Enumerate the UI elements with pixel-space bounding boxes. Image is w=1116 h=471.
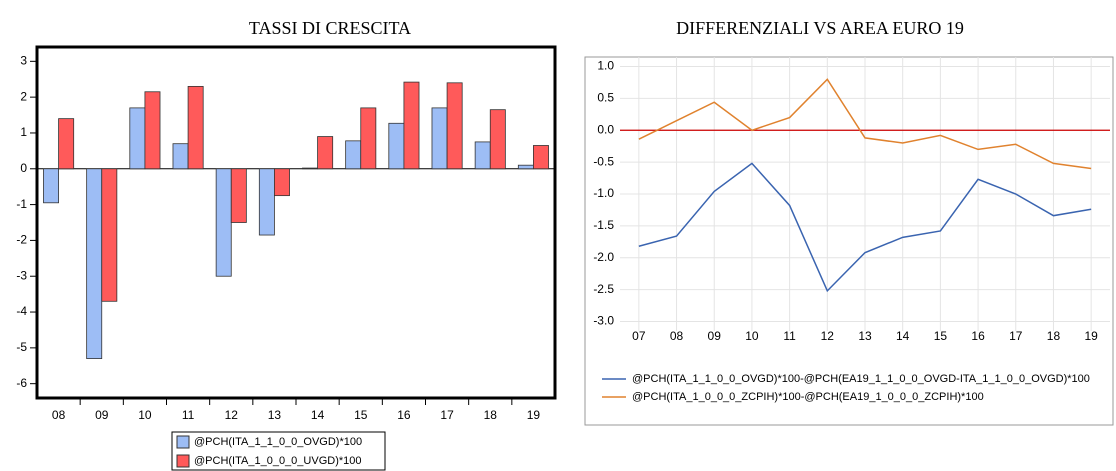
x-tick-label: 14 xyxy=(896,329,910,343)
bar xyxy=(446,82,463,170)
bar xyxy=(144,91,161,170)
x-tick-label: 12 xyxy=(225,408,239,422)
x-tick-label: 15 xyxy=(934,329,948,343)
x-tick-label: 16 xyxy=(971,329,985,343)
x-tick-label: 09 xyxy=(708,329,722,343)
bar xyxy=(403,81,420,170)
y-tick-label: -4 xyxy=(16,304,27,318)
y-tick-label: -1 xyxy=(16,197,27,211)
x-tick-label: 13 xyxy=(268,408,282,422)
x-tick-label: 10 xyxy=(745,329,759,343)
x-tick-label: 11 xyxy=(182,408,195,422)
bar xyxy=(517,164,534,170)
y-tick-label: 0.5 xyxy=(597,91,614,105)
x-tick-label: 08 xyxy=(52,408,66,422)
bar xyxy=(431,107,448,170)
y-tick-label: -1.0 xyxy=(593,186,614,200)
y-tick-label: -1.5 xyxy=(593,218,614,232)
bar xyxy=(215,168,232,277)
y-tick-label: -3 xyxy=(16,268,27,282)
bar xyxy=(101,168,118,302)
x-tick-label: 13 xyxy=(858,329,872,343)
y-tick-label: 0 xyxy=(20,161,27,175)
legend-label: @PCH(ITA_1_0_0_0_UVGD)*100 xyxy=(194,455,362,467)
bar xyxy=(474,141,491,170)
bar xyxy=(172,143,189,170)
x-tick-label: 19 xyxy=(527,408,541,422)
x-tick-label: 17 xyxy=(1009,329,1023,343)
y-tick-label: 1.0 xyxy=(597,59,614,73)
legend-label: @PCH(ITA_1_1_0_0_OVGD)*100-@PCH(EA19_1_1… xyxy=(632,373,1090,385)
bar xyxy=(388,122,405,170)
x-tick-label: 19 xyxy=(1084,329,1098,343)
series-line xyxy=(638,78,1092,170)
bar xyxy=(187,85,204,170)
x-tick-label: 17 xyxy=(440,408,454,422)
bar xyxy=(345,140,362,170)
legend-swatch xyxy=(176,435,190,449)
legend-label: @PCH(ITA_1_0_0_0_ZCPIH)*100-@PCH(EA19_1_… xyxy=(632,391,984,403)
x-tick-label: 07 xyxy=(632,329,646,343)
legend-label: @PCH(ITA_1_1_0_0_OVGD)*100 xyxy=(194,436,362,448)
y-tick-label: -2 xyxy=(16,233,27,247)
series-line xyxy=(638,162,1092,293)
x-tick-label: 18 xyxy=(1047,329,1061,343)
bar xyxy=(533,145,549,170)
x-tick-label: 18 xyxy=(484,408,498,422)
chart-title: DIFFERENZIALI VS AREA EURO 19 xyxy=(676,18,964,38)
legend-swatch xyxy=(176,454,190,468)
y-tick-label: -2.5 xyxy=(593,282,614,296)
bar xyxy=(43,168,59,204)
bar xyxy=(489,109,506,170)
bar xyxy=(302,167,318,170)
bar xyxy=(360,107,377,170)
y-tick-label: 1 xyxy=(20,125,27,139)
bar xyxy=(129,107,146,170)
y-tick-label: 0.0 xyxy=(597,122,614,136)
x-tick-label: 15 xyxy=(354,408,368,422)
x-tick-label: 14 xyxy=(311,408,325,422)
y-tick-label: 2 xyxy=(20,89,27,103)
bar xyxy=(230,168,247,223)
plot-frame xyxy=(35,45,557,400)
x-tick-label: 16 xyxy=(397,408,411,422)
x-tick-label: 11 xyxy=(783,329,796,343)
x-tick-label: 12 xyxy=(821,329,835,343)
y-tick-label: -5 xyxy=(16,340,27,354)
bar xyxy=(58,118,75,170)
legend-box xyxy=(171,431,386,471)
x-tick-label: 10 xyxy=(138,408,152,422)
bar xyxy=(258,168,275,236)
bar xyxy=(274,168,290,197)
y-tick-label: -3.0 xyxy=(593,314,614,328)
x-tick-label: 08 xyxy=(670,329,684,343)
panel-frame xyxy=(584,56,1114,426)
y-tick-label: 3 xyxy=(20,53,27,67)
y-tick-label: -0.5 xyxy=(593,154,614,168)
bar xyxy=(317,136,334,170)
bar xyxy=(86,168,103,360)
y-tick-label: -2.0 xyxy=(593,250,614,264)
x-tick-label: 09 xyxy=(95,408,109,422)
y-tick-label: -6 xyxy=(16,376,27,390)
chart-title: TASSI DI CRESCITA xyxy=(249,18,411,38)
